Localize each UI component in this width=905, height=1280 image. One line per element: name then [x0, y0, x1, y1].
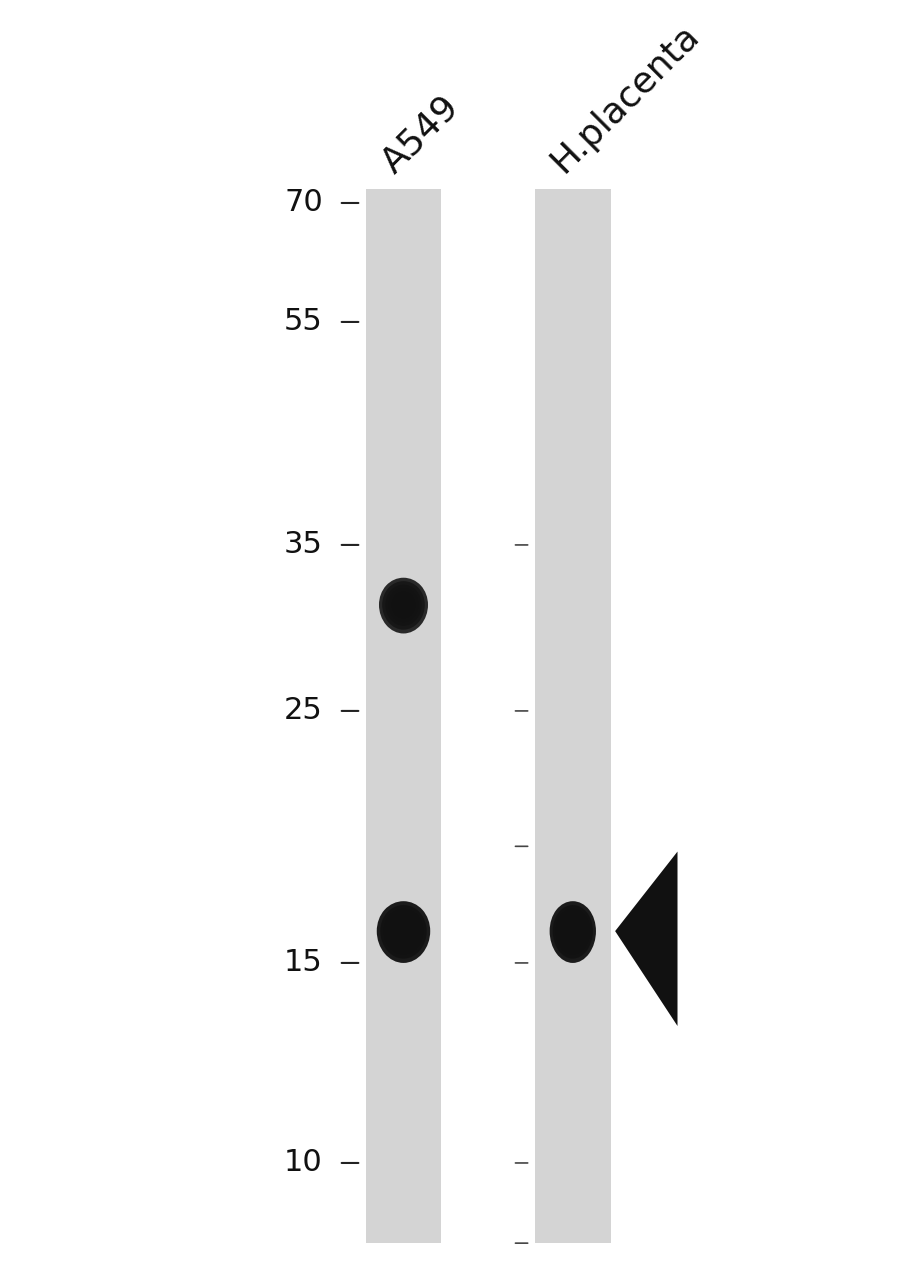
Ellipse shape: [553, 905, 593, 959]
Ellipse shape: [395, 595, 412, 614]
Ellipse shape: [392, 591, 415, 618]
Text: 70: 70: [284, 188, 323, 218]
Ellipse shape: [380, 905, 427, 959]
Ellipse shape: [565, 920, 581, 942]
Text: 15: 15: [284, 948, 323, 978]
Ellipse shape: [387, 913, 420, 950]
Text: H.placenta: H.placenta: [544, 18, 706, 179]
Text: 10: 10: [284, 1148, 323, 1178]
Ellipse shape: [562, 916, 584, 946]
Ellipse shape: [558, 913, 587, 950]
Bar: [366, 189, 442, 1243]
Ellipse shape: [391, 916, 416, 946]
Polygon shape: [615, 851, 678, 1027]
Ellipse shape: [384, 909, 424, 955]
Text: 25: 25: [284, 696, 323, 726]
Ellipse shape: [556, 909, 590, 955]
Ellipse shape: [376, 901, 430, 963]
Text: 35: 35: [284, 530, 323, 559]
Ellipse shape: [395, 920, 413, 942]
Text: 55: 55: [284, 307, 323, 337]
Bar: [535, 189, 611, 1243]
Ellipse shape: [386, 585, 422, 626]
Ellipse shape: [549, 901, 596, 963]
Text: A549: A549: [375, 90, 465, 179]
Ellipse shape: [382, 581, 424, 630]
Ellipse shape: [379, 577, 428, 634]
Ellipse shape: [388, 588, 418, 622]
